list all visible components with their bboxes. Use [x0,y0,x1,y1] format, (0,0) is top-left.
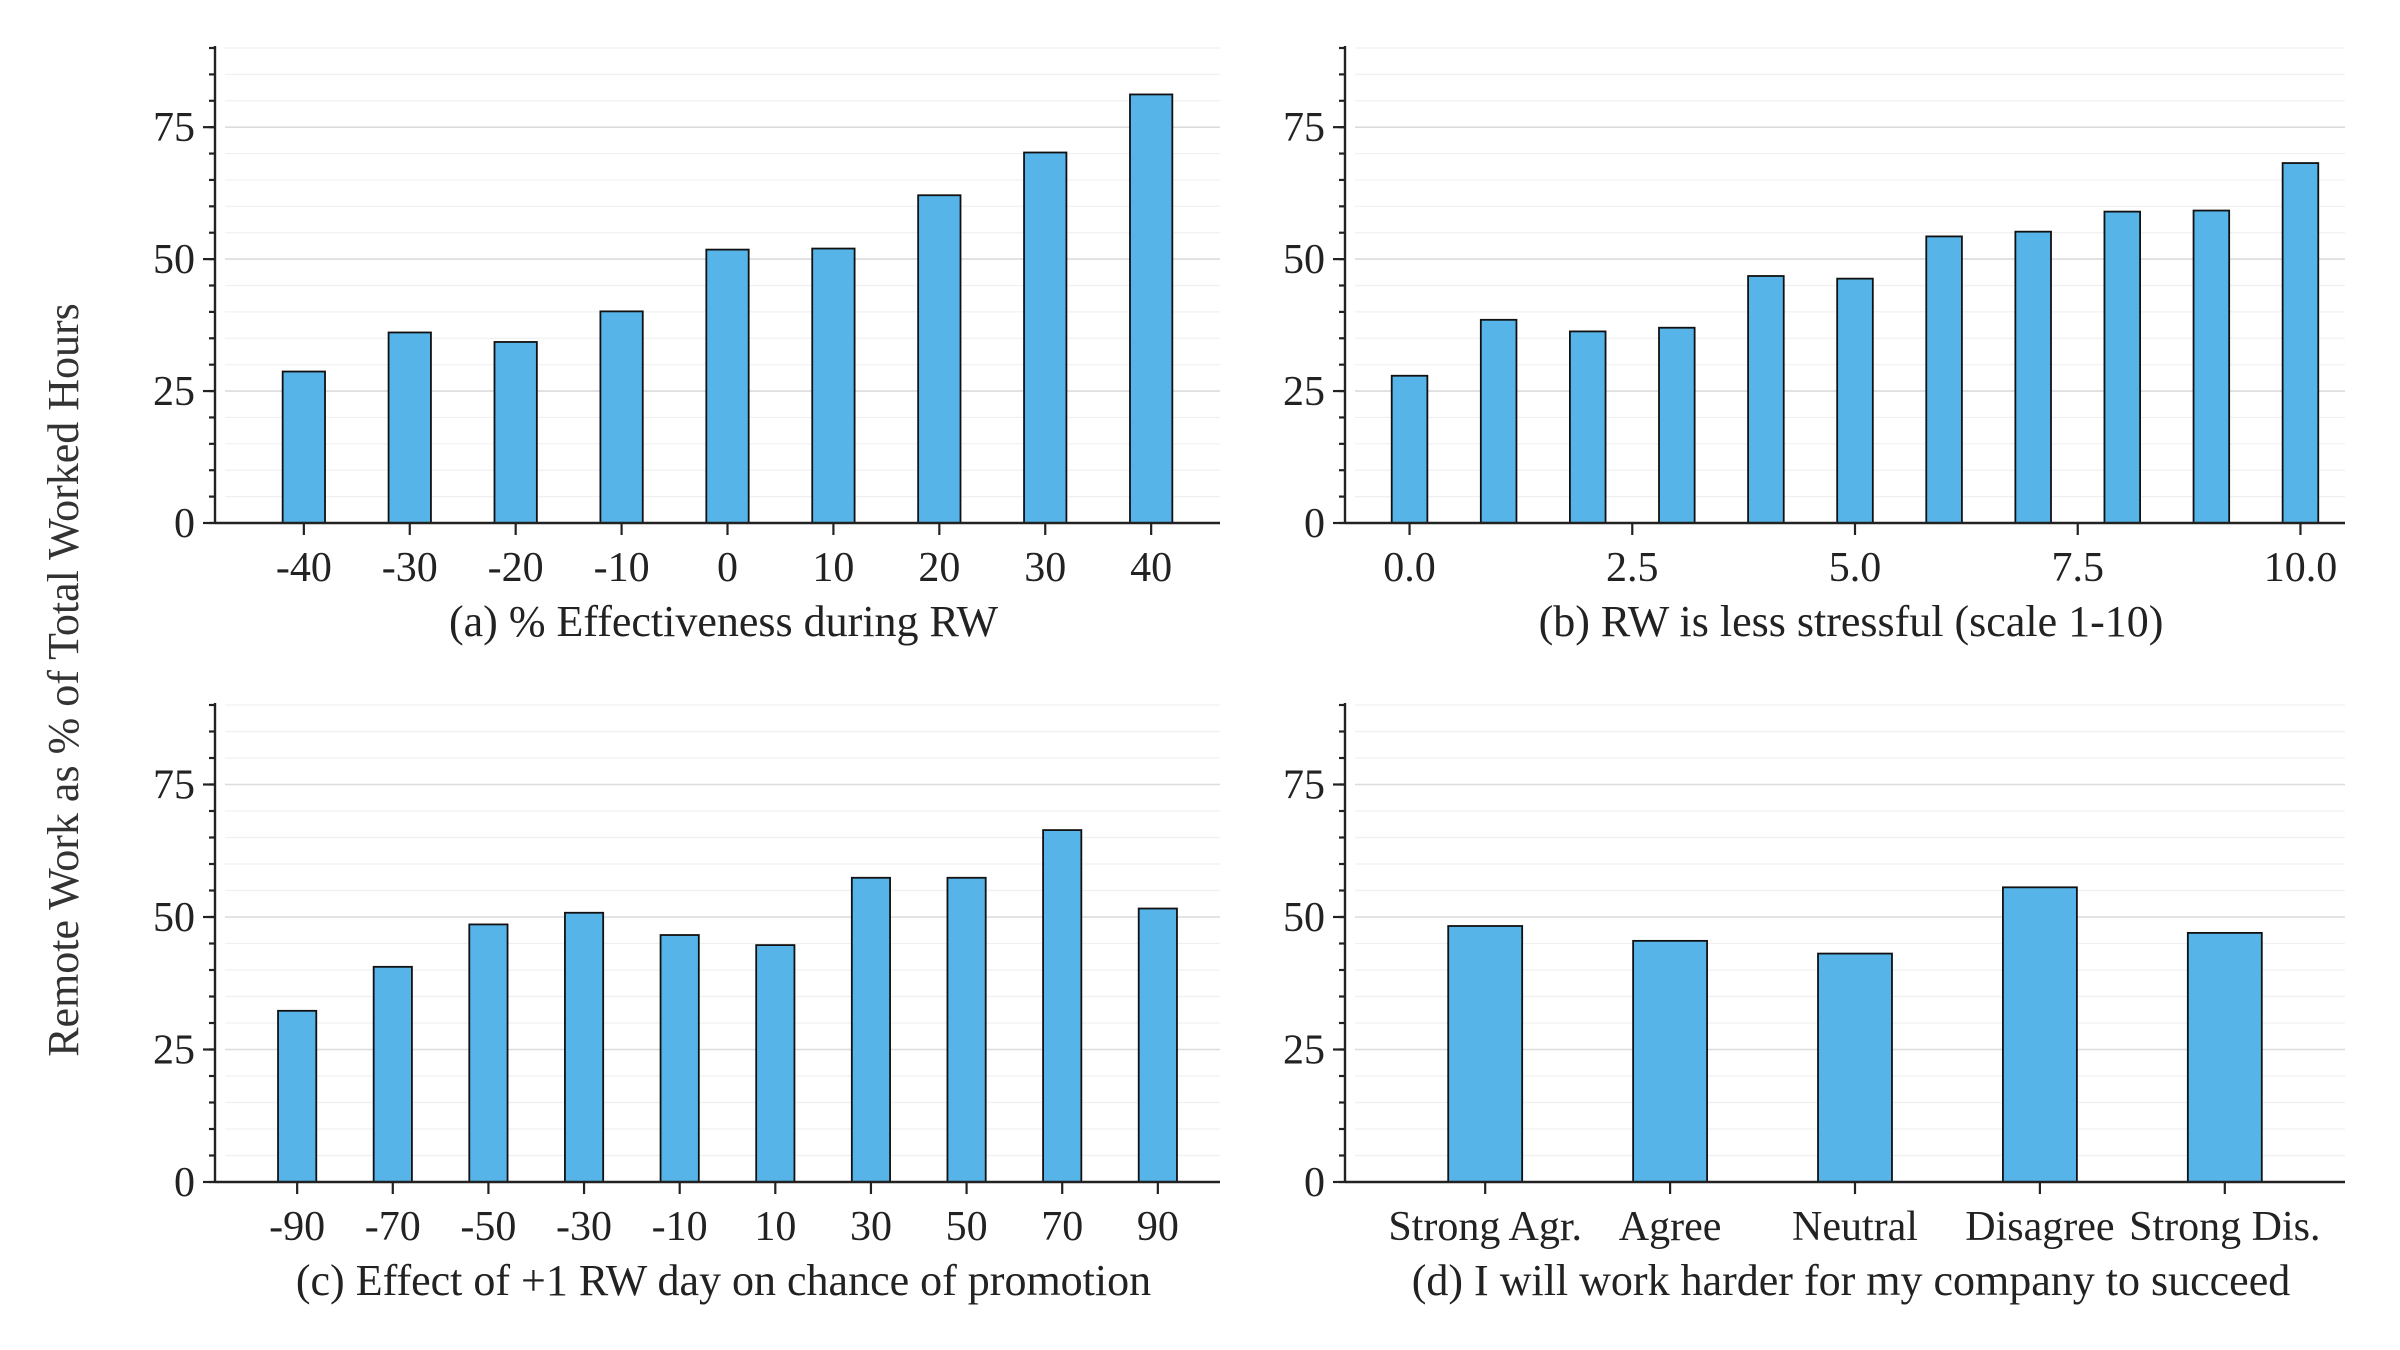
bar [1023,151,1068,524]
bar [599,310,644,524]
y-tick-label: 75 [153,105,195,151]
bar [564,911,605,1183]
bar [2192,209,2231,524]
x-tick-label: 5.0 [1829,545,1882,591]
bar [1129,93,1174,524]
bar [1569,330,1607,524]
y-tick-label: 75 [153,763,195,809]
x-tick-label: -40 [276,545,332,591]
x-tick-label: -30 [556,1204,612,1250]
bar [1479,318,1518,524]
y-tick-label: 0 [174,501,195,547]
bar [850,876,891,1183]
y-tick-label: 25 [153,369,195,415]
bar [1632,939,1708,1183]
bar [1390,374,1429,524]
x-tick-label: -50 [460,1204,516,1250]
bar [372,965,413,1183]
x-tick-label: Strong Dis. [2129,1204,2320,1250]
x-tick-label: 50 [946,1204,988,1250]
x-tick-label: -10 [652,1204,708,1250]
x-tick-label: -90 [269,1204,325,1250]
x-tick-label: 90 [1137,1204,1179,1250]
bar [755,944,796,1183]
bar [1042,829,1083,1183]
bar [2281,162,2320,524]
panel-xlabel: (c) Effect of +1 RW day on chance of pro… [296,1256,1151,1305]
y-tick-label: 50 [153,895,195,941]
x-tick-label: 30 [1024,545,1066,591]
y-tick-label: 0 [1304,501,1325,547]
bar [2002,886,2078,1183]
panel-xlabel: (d) I will work harder for my company to… [1412,1256,2290,1305]
y-tick-label: 25 [1283,1028,1325,1074]
x-tick-label: Disagree [1965,1204,2114,1250]
bar [1817,952,1893,1183]
x-tick-label: -70 [365,1204,421,1250]
bar [705,248,750,524]
panel-d: 0 25 50 75 Strong Agr. Agree Neutral Disagree St… [1283,703,2345,1305]
x-tick-label: -10 [594,545,650,591]
x-tick-label: -30 [382,545,438,591]
x-tick-label: 40 [1130,545,1172,591]
x-tick-label: Strong Agr. [1388,1204,1582,1250]
y-tick-label: 50 [1283,237,1325,283]
x-tick-label: 20 [918,545,960,591]
shared-y-axis-label: Remote Work as % of Total Worked Hours [39,303,88,1057]
y-tick-label: 50 [153,237,195,283]
x-tick-label: Neutral [1792,1204,1918,1250]
y-tick-label: 0 [174,1160,195,1206]
y-tick-label: 50 [1283,895,1325,941]
bar [2103,210,2141,524]
panel-c: 0 25 50 75 -90 -70 -50 -30 -10 10 30 50 70 90 (c) Effe… [153,703,1220,1305]
bar [468,923,509,1183]
panel-xlabel: (b) RW is less stressful (scale 1-10) [1539,597,2164,646]
bar [1747,275,1785,524]
x-tick-label: 0 [717,545,738,591]
y-tick-label: 25 [153,1028,195,1074]
bar [1836,277,1874,524]
y-tick-label: 75 [1283,763,1325,809]
bar [387,331,432,524]
x-tick-label: 10 [812,545,854,591]
bar [2186,932,2263,1183]
bar [281,370,326,524]
bar [946,876,987,1183]
x-tick-label: 10.0 [2264,545,2338,591]
bar [1925,235,1963,524]
y-tick-label: 0 [1304,1160,1325,1206]
x-tick-label: 70 [1041,1204,1083,1250]
bar [2014,230,2052,524]
bar [1447,925,1524,1183]
x-tick-label: 0.0 [1383,545,1436,591]
y-tick-label: 25 [1283,369,1325,415]
x-tick-label: 2.5 [1606,545,1659,591]
x-tick-label: Agree [1619,1204,1722,1250]
bar [917,194,962,524]
x-tick-label: 10 [754,1204,796,1250]
x-tick-label: 30 [850,1204,892,1250]
bar [1137,907,1178,1183]
bar [659,934,700,1183]
x-tick-label: 7.5 [2051,545,2104,591]
panel-a: 0 25 50 75 -40 -30 -20 -10 0 10 20 30 40 (a) % Effect… [153,46,1220,646]
y-tick-label: 75 [1283,105,1325,151]
panel-b: 0 25 50 75 0.0 2.5 5.0 7.5 10.0 (b) RW is less st… [1283,46,2345,646]
x-tick-label: -20 [488,545,544,591]
bar [1658,326,1696,524]
panel-xlabel: (a) % Effectiveness during RW [449,597,998,646]
bar [811,247,856,524]
bar [277,1009,318,1183]
bar [493,341,538,524]
